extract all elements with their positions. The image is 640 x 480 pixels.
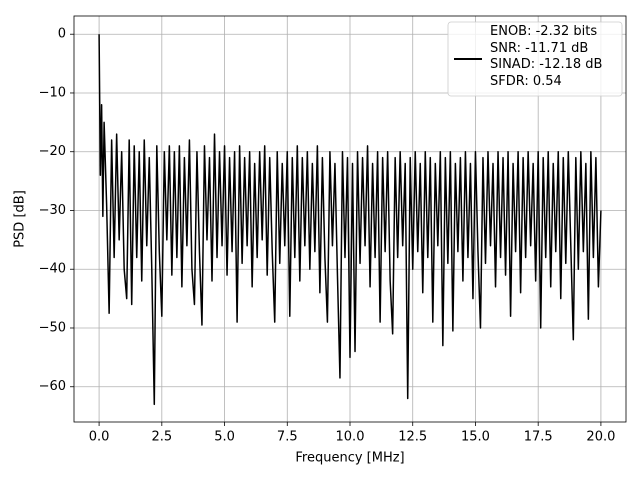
x-tick-label: 20.0 (586, 430, 615, 445)
y-tick-label: −10 (39, 85, 66, 100)
plot-area (98, 34, 602, 406)
x-tick-label: 2.5 (151, 430, 172, 445)
psd-line (98, 34, 602, 406)
y-tick-label: −20 (39, 144, 66, 159)
y-tick-label: −60 (39, 379, 66, 394)
x-tick-label: 5.0 (214, 430, 235, 445)
x-tick-label: 0.0 (89, 430, 110, 445)
y-tick-label: −40 (39, 262, 66, 277)
y-tick-label: −30 (39, 203, 66, 218)
legend-entry: ENOB: -2.32 bits SNR: -11.71 dB SINAD: -… (490, 24, 603, 89)
y-tick-label: 0 (58, 27, 66, 42)
legend: ENOB: -2.32 bits SNR: -11.71 dB SINAD: -… (447, 21, 623, 97)
y-tick-label: −50 (39, 320, 66, 335)
y-axis-label: PSD [dB] (13, 190, 28, 248)
x-tick-label: 12.5 (398, 430, 427, 445)
x-tick-label: 7.5 (277, 430, 298, 445)
legend-box (447, 21, 623, 97)
x-tick-label: 10.0 (336, 430, 365, 445)
x-tick-label: 15.0 (461, 430, 490, 445)
ticks: 0.0 2.5 5.0 7.5 10.0 12.5 15.0 17.5 20.0 0 −10 −20 −… (39, 27, 616, 445)
x-axis-label: Frequency [MHz] (295, 451, 404, 466)
legend-label: ENOB: -2.32 bits SNR: -11.71 dB SINAD: -… (490, 24, 603, 89)
x-tick-label: 17.5 (524, 430, 553, 445)
